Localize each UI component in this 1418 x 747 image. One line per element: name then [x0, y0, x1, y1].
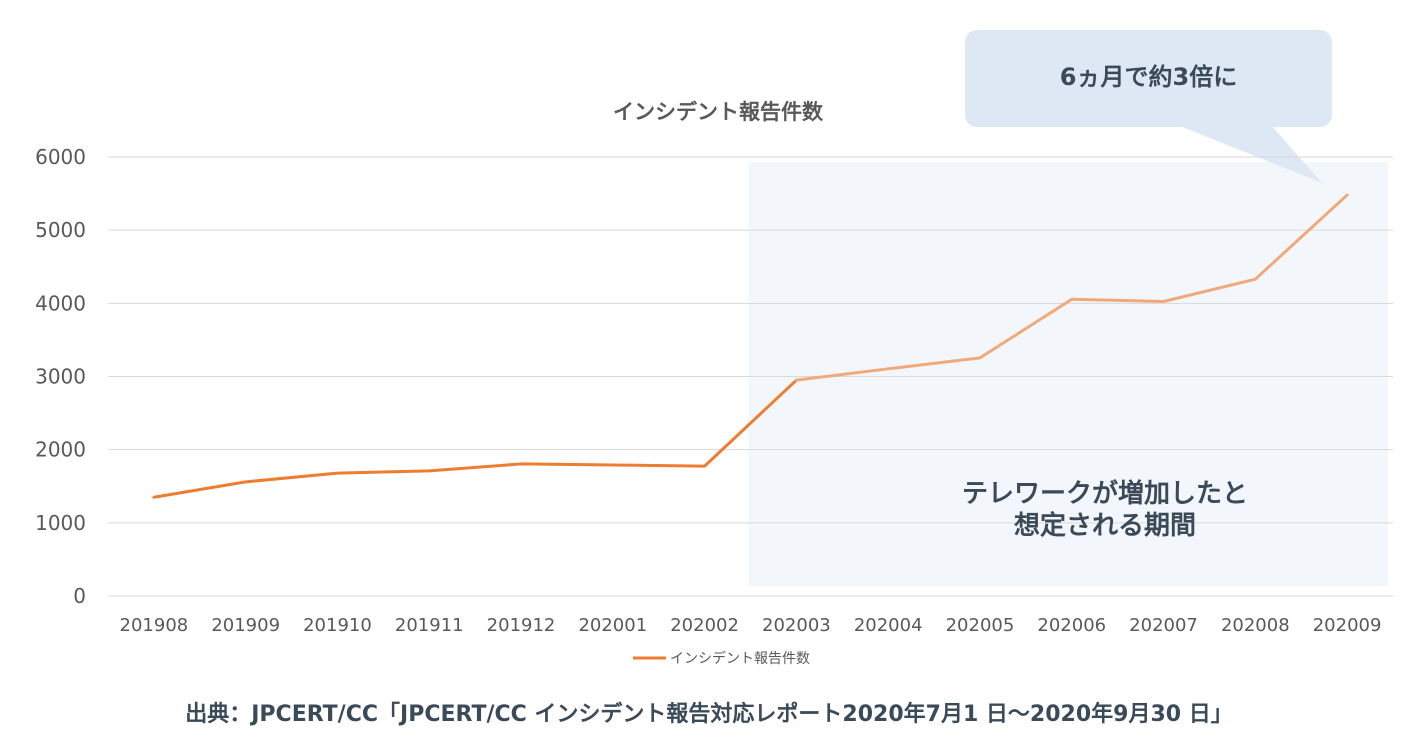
x-tick-label: 201911 [395, 615, 464, 636]
y-tick-label: 3000 [35, 365, 86, 389]
y-tick-label: 4000 [35, 291, 86, 315]
callout-label: 6ヵ月で約3倍に [1059, 63, 1238, 91]
x-tick-label: 201912 [487, 615, 556, 636]
highlight-region-label: テレワークが増加したと 想定される期間 [900, 478, 1310, 542]
highlight-label-line-2: 想定される期間 [1013, 511, 1196, 541]
x-tick-label: 202006 [1037, 615, 1106, 636]
x-tick-label: 202009 [1313, 615, 1382, 636]
x-tick-label: 202004 [854, 615, 923, 636]
x-tick-label: 202007 [1129, 615, 1198, 636]
x-tick-label: 202008 [1221, 615, 1290, 636]
chart-title: インシデント報告件数 [613, 100, 824, 124]
y-axis-tick-labels: 0 1000 2000 3000 4000 5000 6000 [35, 145, 86, 608]
callout-text: 6ヵ月で約3倍に [965, 30, 1332, 127]
legend-label: インシデント報告件数 [670, 650, 810, 667]
x-tick-label: 202002 [670, 615, 739, 636]
callout-box [965, 30, 1332, 127]
x-tick-label: 202001 [578, 615, 647, 636]
y-tick-label: 5000 [35, 218, 86, 242]
y-tick-label: 2000 [35, 438, 86, 462]
x-axis-tick-labels: 201908 201909 201910 201911 201912 202001 2020… [120, 615, 1382, 636]
source-note: 出典：JPCERT/CC「JPCERT/CC インシデント報告対応レポート202… [185, 702, 1233, 727]
legend: インシデント報告件数 [633, 650, 810, 667]
x-tick-label: 201908 [120, 615, 189, 636]
y-tick-label: 1000 [35, 511, 86, 535]
y-tick-label: 0 [73, 584, 86, 608]
series-lines [152, 193, 1349, 499]
highlight-label-line-1: テレワークが増加したと [961, 479, 1248, 509]
series-line-telework-period [794, 193, 1349, 382]
x-tick-label: 202003 [762, 615, 831, 636]
series-line-pre-telework [152, 378, 798, 499]
y-gridlines [108, 156, 1393, 597]
y-tick-label: 6000 [35, 145, 86, 169]
x-tick-label: 201909 [211, 615, 280, 636]
x-tick-label: 201910 [303, 615, 372, 636]
x-tick-label: 202005 [946, 615, 1015, 636]
callout-bubble [1175, 124, 1323, 184]
